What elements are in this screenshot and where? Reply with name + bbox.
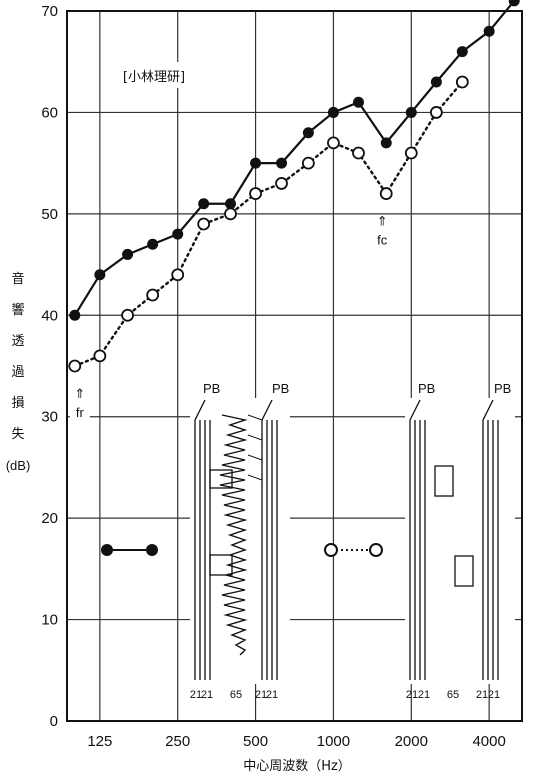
- data-point-filled: [225, 198, 237, 210]
- data-point-open: [352, 146, 365, 160]
- y-axis-label-char: 透: [11, 334, 24, 349]
- series-line-filled: [73, 0, 516, 317]
- annot-label-fr: fr: [76, 405, 85, 420]
- data-point-filled: [405, 106, 417, 118]
- data-point-open: [68, 359, 82, 373]
- annot-bg-fc: [372, 231, 393, 248]
- data-point-open: [93, 349, 107, 363]
- annotation-box: [104, 62, 204, 88]
- data-point-filled: [94, 269, 106, 281]
- data-point-filled: [172, 228, 184, 240]
- data-point-filled: [122, 248, 134, 260]
- inset-dim-label: 21: [190, 689, 202, 701]
- inset-dim-label: 21: [255, 689, 267, 701]
- data-point-open: [171, 268, 185, 282]
- annot-label-fc: fc: [377, 233, 388, 248]
- y-tick-label: 10: [41, 612, 58, 629]
- y-axis-label-char: 損: [11, 396, 24, 411]
- inset-dim-label: 65: [447, 689, 459, 701]
- inset-dim-label: 21: [201, 689, 213, 701]
- inset-dim-label: 21: [406, 689, 418, 701]
- plot-frame: [66, 10, 523, 722]
- y-tick-label: 20: [41, 510, 58, 527]
- annot-bg-fr: [69, 404, 90, 420]
- series-layer: [68, 0, 520, 373]
- point-annotations: ⇑ fr ⇑ fc: [69, 215, 393, 420]
- inset-label-pb-4: PB: [494, 381, 511, 396]
- data-point-open: [197, 217, 211, 231]
- data-point-filled: [276, 157, 288, 169]
- data-point-open: [455, 75, 469, 89]
- data-point-filled: [483, 25, 495, 37]
- inset-dims-right: 21 21 65 21 21: [406, 689, 500, 701]
- x-tick-label: 500: [243, 733, 268, 750]
- data-point-open: [224, 207, 237, 221]
- x-tick-label: 1000: [317, 733, 350, 750]
- data-point-open: [327, 136, 340, 150]
- inset-dim-label: 21: [476, 689, 488, 701]
- data-point-open: [121, 308, 134, 322]
- y-axis-unit: (dB): [6, 458, 31, 473]
- data-point-filled: [147, 238, 159, 250]
- x-axis-label: 中心周波数（Hz）: [243, 759, 351, 774]
- x-tick-label: 4000: [472, 733, 505, 750]
- data-point-open: [275, 177, 288, 190]
- symbol-open: [324, 543, 383, 557]
- x-tick-label: 125: [87, 733, 112, 750]
- annotation-label: [小林理研]: [123, 70, 185, 85]
- data-point-open: [146, 288, 160, 302]
- x-tick-labels: 125 250 500 1000 2000 4000: [87, 733, 506, 750]
- symbol-filled: [101, 544, 158, 556]
- inset-dim-label: 21: [488, 689, 500, 701]
- data-point-open: [429, 106, 443, 119]
- x-tick-label: 2000: [395, 733, 428, 750]
- data-point-filled: [380, 137, 392, 149]
- data-point-open: [404, 146, 418, 160]
- x-tick-label: 250: [165, 733, 190, 750]
- y-axis-label-char: 失: [11, 427, 24, 442]
- inset-dim-label: 21: [266, 689, 278, 701]
- data-point-open: [249, 187, 262, 200]
- data-point-filled: [456, 46, 468, 58]
- y-axis-label-char: 音: [11, 271, 24, 287]
- data-point-open: [379, 187, 393, 200]
- y-tick-label: 70: [41, 3, 58, 20]
- data-point-filled: [250, 157, 262, 169]
- y-axis-label-char: 過: [11, 365, 24, 380]
- y-tick-label: 30: [41, 409, 58, 426]
- y-tick-label: 50: [41, 206, 58, 223]
- inset-left: [190, 398, 290, 684]
- inset-dim-label: 21: [418, 689, 430, 701]
- data-point-filled: [198, 198, 210, 210]
- data-point-open: [301, 156, 315, 170]
- inset-label-pb-2: PB: [272, 381, 289, 396]
- data-point-filled: [352, 96, 364, 108]
- data-point-filled: [69, 309, 81, 321]
- series-line-open: [73, 80, 464, 368]
- y-tick-label: 60: [41, 104, 58, 121]
- y-tick-label: 0: [50, 713, 58, 730]
- data-point-filled: [327, 106, 339, 118]
- inset-dim-label: 65: [230, 689, 242, 701]
- data-point-filled: [302, 127, 314, 139]
- arrow-fc: ⇑: [377, 215, 388, 230]
- y-tick-labels: 0 10 20 30 40 50 60 70: [41, 3, 58, 730]
- data-point-filled: [430, 76, 442, 88]
- inset-label-pb-1: PB: [203, 381, 220, 396]
- data-point-filled: [508, 0, 520, 7]
- y-tick-label: 40: [41, 307, 58, 324]
- inset-label-pb-3: PB: [418, 381, 435, 396]
- arrow-fr: ⇑: [74, 387, 85, 402]
- inset-right: [405, 398, 515, 684]
- y-axis-label-char: 響: [11, 302, 24, 318]
